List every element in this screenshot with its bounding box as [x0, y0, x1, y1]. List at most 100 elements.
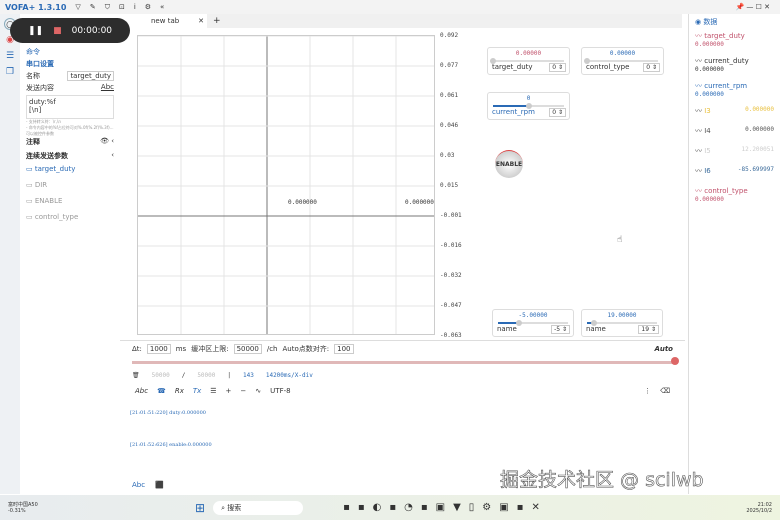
sep: / [181, 372, 186, 379]
phone-icon[interactable]: ☎ [157, 387, 166, 395]
trash-icon[interactable]: 🗑 [132, 372, 140, 379]
widget-spinbox[interactable]: 0 ⇕ [549, 108, 566, 117]
close-icon[interactable]: ✕ [198, 17, 204, 25]
add-tab-icon[interactable]: + [213, 16, 221, 26]
pin-icon[interactable]: 📌 — ☐ ✕ [735, 3, 770, 11]
record-icon[interactable]: ◉ [6, 35, 14, 45]
slider-track[interactable] [493, 103, 564, 109]
send-abc-toggle[interactable]: Abc [132, 481, 146, 489]
y-tick-label: 0.061 [440, 92, 459, 99]
cursor-label: 0.000000 [288, 199, 317, 206]
widget-spinbox[interactable]: -5 ⇕ [551, 325, 570, 334]
params-label: 连续发送参数 [26, 152, 68, 160]
channel-item[interactable]: 〰 I6 -85.699997 [695, 166, 774, 175]
channel-icon: 〰 [695, 32, 705, 40]
tab-new-tab[interactable]: new tab ✕ [137, 14, 207, 28]
param-item[interactable]: target_duty [34, 165, 76, 173]
waveform-chart[interactable] [137, 35, 435, 335]
channel-item[interactable]: 〰 I4 0.000000 [695, 126, 774, 135]
y-tick-label: -0.063 [440, 332, 462, 339]
slider-widget[interactable]: 19.00000 name 19 ⇕ [581, 309, 663, 337]
y-tick-label: -0.032 [440, 272, 462, 279]
command-panel: 命令 串口设置 名称 target_duty 发送内容 Abc duty:%f [\… [20, 14, 120, 334]
channel-item[interactable]: 〰 I5 12.200051 [695, 146, 774, 155]
info-icon[interactable]: i [133, 3, 136, 11]
count: 143 [243, 372, 254, 379]
slider-widget[interactable]: 0.00000 control_type 0 ⇕ [581, 47, 664, 75]
tool-icon[interactable]: ✎ [89, 3, 96, 11]
taskbar-apps[interactable]: ▪▪◐▪◔▪▣▼▯⚙▣▪✕ [343, 502, 548, 513]
search-box[interactable]: ⌕ 搜索 [213, 500, 304, 515]
auto-align-input[interactable]: 100 [334, 344, 354, 354]
minus-icon[interactable]: − [240, 387, 247, 395]
slider-track[interactable] [584, 58, 658, 64]
more-icon[interactable]: ⋮ [644, 387, 652, 395]
stop-icon[interactable]: ■ [53, 25, 62, 36]
collapse-icon[interactable]: « [160, 3, 165, 11]
chevron-left-icon[interactable]: 👁 ‹ [100, 137, 114, 145]
eraser-icon[interactable]: ⌫ [660, 387, 670, 395]
commands-icon[interactable]: ☰ [5, 51, 15, 61]
channel-icon: 〰 [695, 187, 705, 195]
buffer-input[interactable]: 50000 [233, 344, 262, 354]
content-textarea[interactable]: duty:%f [\n] [26, 95, 114, 119]
data-panel-title: 数据 [703, 18, 718, 26]
param-item[interactable]: DIR [34, 181, 48, 189]
param-item[interactable]: control_type [34, 213, 79, 221]
channel-item[interactable]: 〰 current_rpm 0.000000 [695, 82, 748, 98]
encoding-select[interactable]: UTF-8 [270, 387, 291, 395]
channel-item[interactable]: 〰 target_duty 0.000000 [695, 32, 745, 48]
widget-spinbox[interactable]: 0 ⇕ [643, 63, 660, 72]
slider-track[interactable] [498, 320, 568, 326]
slider-widget[interactable]: -5.00000 name -5 ⇕ [492, 309, 574, 337]
send-icon[interactable]: ⬛ [155, 481, 164, 489]
widgets-icon[interactable]: ❐ [5, 67, 15, 77]
sep: | [227, 372, 231, 379]
channel-item[interactable]: 〰 current_duty 0.000000 [695, 57, 749, 73]
shirt-icon[interactable]: ⛉ [104, 2, 110, 11]
count: 50000 [151, 372, 170, 379]
abc-toggle[interactable]: Abc [100, 83, 114, 91]
log-line: [21:01:51:220] duty:0.000000 [130, 410, 206, 416]
hint: - 命令内容中的%f占位符可对%.0f(%.2f)%.3f)...可以被控件参数 [26, 125, 114, 136]
slider-widget[interactable]: 0.00000 target_duty 0 ⇕ [487, 47, 570, 75]
name-input[interactable]: target_duty [67, 71, 114, 81]
y-tick-label: 0.015 [440, 182, 459, 189]
settings-icon[interactable]: ⚙ [144, 3, 152, 11]
pause-icon[interactable]: ❚❚ [28, 25, 44, 36]
y-tick-label: 0.046 [440, 122, 459, 129]
start-icon[interactable]: ⊞ [195, 500, 206, 515]
wave-icon[interactable]: ∿ [255, 387, 262, 395]
name-label: 名称 [26, 72, 40, 80]
slider-track[interactable] [587, 320, 657, 326]
widget-spinbox[interactable]: 0 ⇕ [549, 63, 566, 72]
widget-value: 0.00000 [515, 50, 542, 57]
enable-button[interactable]: ENABLE [495, 150, 523, 178]
count: 50000 [197, 372, 216, 379]
timeline-slider[interactable] [132, 357, 679, 365]
wrap-icon[interactable]: ☰ [210, 387, 217, 395]
slider-track[interactable] [490, 58, 564, 64]
channel-item[interactable]: 〰 I3 0.000000 [695, 106, 774, 115]
widget-name: target_duty [492, 63, 533, 71]
abc-toggle[interactable]: Abc [135, 387, 149, 395]
rx-toggle[interactable]: Rx [174, 387, 184, 395]
slider-widget[interactable]: 0 current_rpm 0 ⇕ [487, 92, 570, 120]
slider-thumb [516, 320, 522, 326]
channel-icon: 〰 [695, 127, 705, 135]
tx-toggle[interactable]: Tx [192, 387, 202, 395]
channel-item[interactable]: 〰 control_type 0.000000 [695, 187, 748, 203]
capture-icon[interactable]: ⊡ [118, 3, 125, 11]
auto-align-label: Auto点数对齐: [282, 345, 330, 353]
param-item[interactable]: ENABLE [34, 197, 63, 205]
recording-time: 00:00:00 [71, 25, 113, 36]
plus-icon[interactable]: + [225, 387, 232, 395]
dt-input[interactable]: 1000 [146, 344, 171, 354]
stock-name[interactable]: 富时中国A50 [8, 502, 38, 508]
protocol-icon[interactable]: ▽ [75, 3, 81, 11]
cursor-hand-icon: ☝ [617, 235, 623, 245]
widget-spinbox[interactable]: 19 ⇕ [638, 325, 659, 334]
auto-button[interactable]: Auto [654, 345, 673, 353]
slider-thumb [525, 103, 532, 109]
chevron-left-icon[interactable]: ‹ [111, 151, 114, 159]
